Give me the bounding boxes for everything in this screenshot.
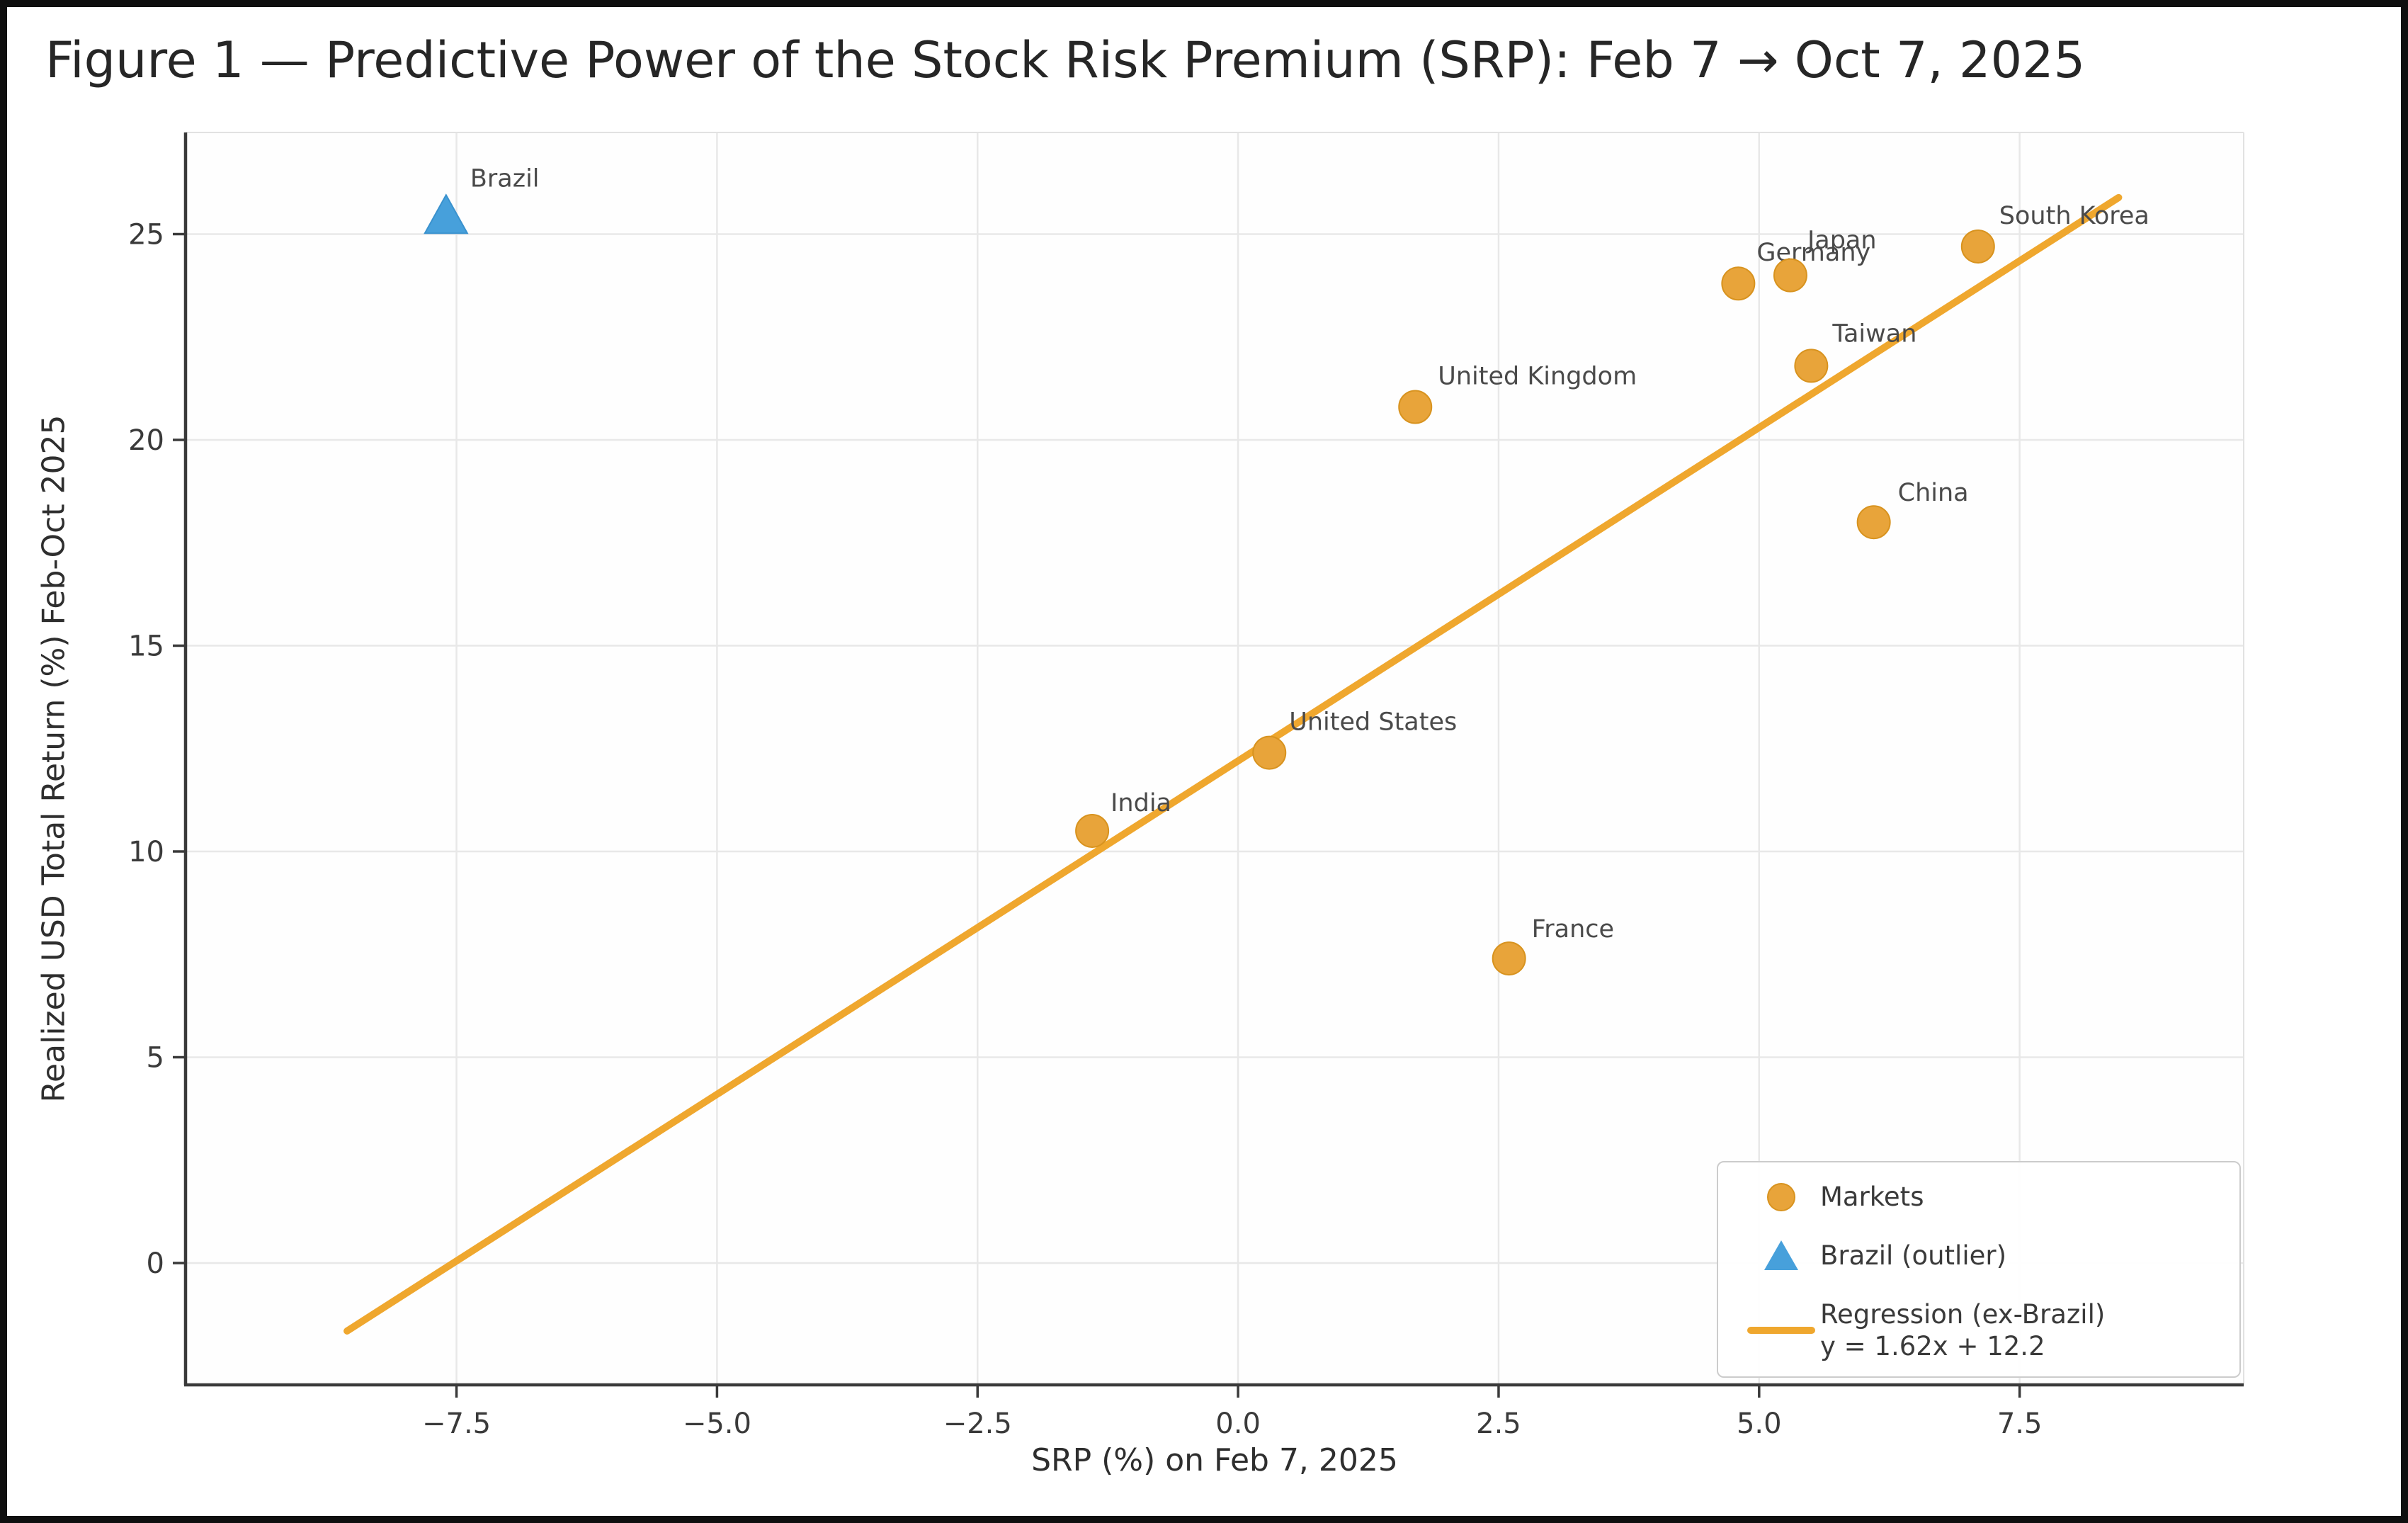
legend-regression-equation: y = 1.62x + 12.2 xyxy=(1820,1330,2045,1361)
tick-label-y: 10 xyxy=(128,836,164,868)
regression-line-icon xyxy=(1742,1326,1820,1334)
legend-regression-name: Regression (ex-Brazil) xyxy=(1820,1298,2106,1330)
tick-label-x: −7.5 xyxy=(422,1408,491,1440)
annotation-china: China xyxy=(1898,479,1969,507)
x-axis-label: SRP (%) on Feb 7, 2025 xyxy=(1031,1442,1398,1478)
tick-label-x: 2.5 xyxy=(1476,1408,1521,1440)
annotation-germany: Germany xyxy=(1756,239,1870,267)
tick-label-y: 0 xyxy=(147,1247,164,1280)
point-united-kingdom xyxy=(1398,390,1433,424)
brazil-triangle-icon xyxy=(1742,1240,1820,1271)
tick-label-y: 25 xyxy=(128,219,164,251)
point-japan xyxy=(1773,258,1807,293)
point-south-korea xyxy=(1960,229,1995,264)
legend-regression-label: Regression (ex-Brazil) y = 1.62x + 12.2 xyxy=(1820,1298,2105,1362)
tick-label-x: 0.0 xyxy=(1215,1408,1261,1440)
regression-line xyxy=(343,193,2123,1335)
point-china xyxy=(1856,505,1891,540)
tick-label-x: 5.0 xyxy=(1737,1408,1782,1440)
annotation-united-states: United States xyxy=(1289,708,1457,737)
tick-label-x: −2.5 xyxy=(943,1408,1012,1440)
annotation-south-korea: South Korea xyxy=(1999,202,2149,230)
point-germany xyxy=(1721,266,1756,301)
annotation-france: France xyxy=(1532,915,1614,944)
markets-circle-icon xyxy=(1742,1182,1820,1211)
annotation-india: India xyxy=(1111,789,1171,817)
annotation-japan: Japan xyxy=(1806,227,1877,255)
y-axis-label: Realized USD Total Return (%) Feb-Oct 20… xyxy=(35,414,72,1103)
point-united-states xyxy=(1252,735,1287,770)
annotation-taiwan: Taiwan xyxy=(1831,319,1916,348)
tick-label-x: 7.5 xyxy=(1997,1408,2043,1440)
tick-label-y: 15 xyxy=(128,630,164,663)
legend-markets-label: Markets xyxy=(1820,1182,1924,1212)
tick-label-y: 5 xyxy=(147,1042,164,1075)
chart-title: Figure 1 — Predictive Power of the Stock… xyxy=(45,31,2086,89)
legend: Markets Brazil (outlier) Regression (ex-… xyxy=(1717,1161,2241,1378)
legend-item-regression: Regression (ex-Brazil) y = 1.62x + 12.2 xyxy=(1742,1298,2225,1362)
point-india xyxy=(1075,813,1110,848)
legend-brazil-label: Brazil (outlier) xyxy=(1820,1240,2007,1271)
annotation-united-kingdom: United Kingdom xyxy=(1438,363,1637,391)
point-brazil xyxy=(424,193,469,234)
legend-item-markets: Markets xyxy=(1742,1181,2225,1213)
tick-label-y: 20 xyxy=(128,424,164,457)
tick-label-x: −5.0 xyxy=(683,1408,751,1440)
legend-item-brazil: Brazil (outlier) xyxy=(1742,1240,2225,1272)
point-france xyxy=(1492,941,1526,976)
point-taiwan xyxy=(1794,349,1829,383)
annotation-brazil: Brazil xyxy=(470,164,540,193)
